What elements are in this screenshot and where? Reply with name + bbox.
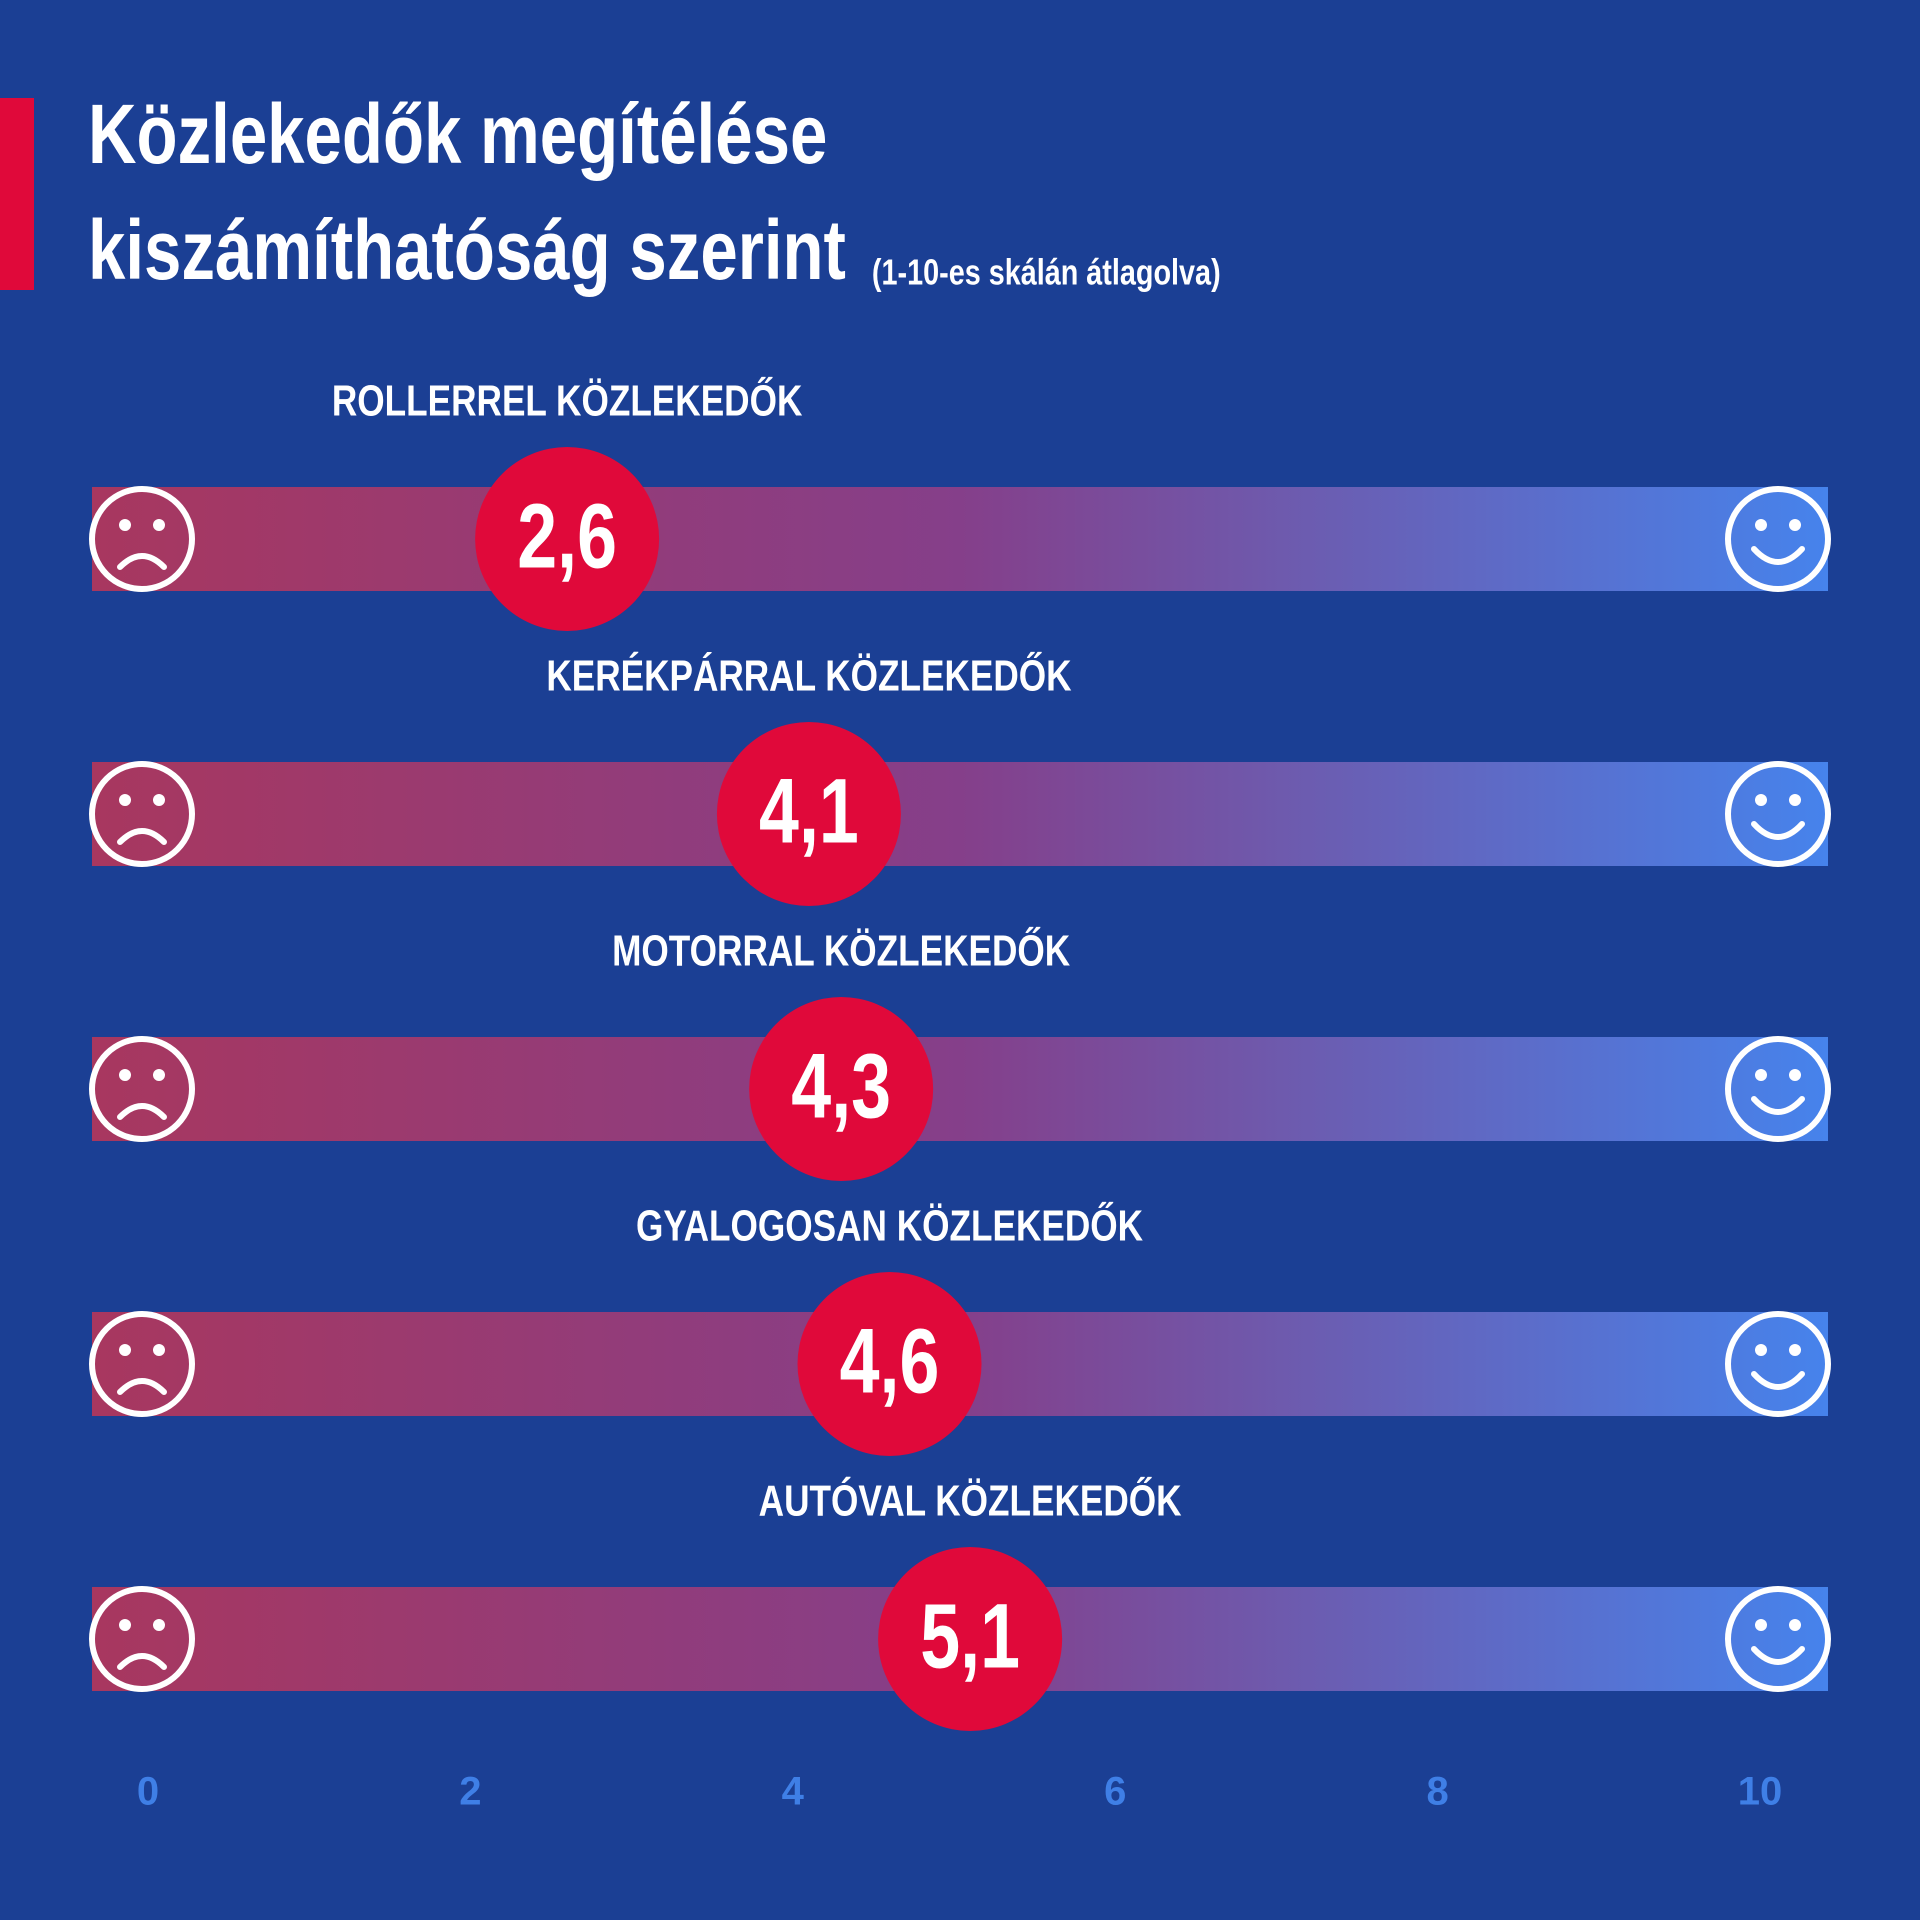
track-bar (92, 487, 1828, 591)
category-label-group: KERÉKPÁRRAL KÖZLEKEDŐK (546, 650, 1071, 701)
x-tick-label: 0 (137, 1770, 159, 1814)
dot (749, 997, 934, 1181)
chart-title: Közlekedők megítélése (88, 88, 827, 182)
face-mouth (1751, 1646, 1805, 1665)
x-tick-label: 6 (1104, 1770, 1126, 1814)
face-outline (1725, 1311, 1831, 1417)
category-label-group: AUTÓVAL KÖZLEKEDŐK (759, 1475, 1182, 1526)
face-eye (153, 1344, 165, 1356)
face-eye (1755, 1619, 1767, 1631)
subtitle: (1-10-es skálán átlagolva) (872, 251, 1221, 292)
face-eye (1789, 1619, 1801, 1631)
face-mouth (1751, 546, 1805, 565)
face-eye (1755, 1344, 1767, 1356)
track-bar (92, 1037, 1828, 1141)
face-eye (1789, 1069, 1801, 1081)
accent-bar (0, 98, 34, 290)
chart-title: kiszámíthatóság szerint (88, 204, 846, 298)
dot (716, 722, 901, 906)
dot (797, 1272, 982, 1456)
subtitle-group: (1-10-es skálán átlagolva) (872, 251, 1221, 292)
x-tick-label: 8 (1426, 1770, 1448, 1814)
face-eye (119, 794, 131, 806)
face-eye (1789, 794, 1801, 806)
category-label: AUTÓVAL KÖZLEKEDŐK (759, 1475, 1182, 1526)
face-eye (1755, 1069, 1767, 1081)
face-outline (89, 1586, 195, 1692)
category-label: ROLLERREL KÖZLEKEDŐK (332, 375, 803, 426)
x-tick-label: 4 (782, 1770, 805, 1814)
track-bar (92, 762, 1828, 866)
x-tick-label: 2 (459, 1770, 481, 1814)
category-label: GYALOGOSAN KÖZLEKEDŐK (636, 1200, 1143, 1251)
face-eye (119, 1344, 131, 1356)
value-label-group: 4,6 (840, 1310, 940, 1413)
face-eye (119, 1619, 131, 1631)
face-outline (89, 1036, 195, 1142)
category-label: KERÉKPÁRRAL KÖZLEKEDŐK (546, 650, 1071, 701)
face-eye (153, 519, 165, 531)
category-label-group: ROLLERREL KÖZLEKEDŐK (332, 375, 803, 426)
title-line-group: Közlekedők megítélése (88, 88, 827, 182)
value-label: 2,6 (517, 485, 617, 588)
face-eye (1789, 519, 1801, 531)
value-label: 5,1 (920, 1585, 1020, 1688)
dot (475, 447, 660, 631)
face-eye (153, 794, 165, 806)
face-eye (1755, 794, 1767, 806)
value-label-group: 4,3 (791, 1035, 891, 1138)
x-tick-label: 10 (1738, 1770, 1783, 1814)
face-mouth (117, 1103, 167, 1120)
value-label-group: 4,1 (759, 760, 859, 863)
value-label: 4,1 (759, 760, 859, 863)
face-mouth (117, 828, 167, 845)
value-label: 4,3 (791, 1035, 891, 1138)
face-eye (153, 1069, 165, 1081)
face-eye (119, 519, 131, 531)
face-mouth (1751, 1096, 1805, 1115)
face-mouth (1751, 821, 1805, 840)
value-label-group: 5,1 (920, 1585, 1020, 1688)
face-outline (89, 761, 195, 867)
face-eye (1755, 519, 1767, 531)
dot (878, 1547, 1063, 1731)
category-label-group: GYALOGOSAN KÖZLEKEDŐK (636, 1200, 1143, 1251)
face-mouth (117, 553, 167, 570)
face-outline (89, 486, 195, 592)
face-outline (1725, 1036, 1831, 1142)
face-mouth (117, 1378, 167, 1395)
face-mouth (117, 1653, 167, 1670)
face-outline (1725, 761, 1831, 867)
face-outline (1725, 1586, 1831, 1692)
face-eye (1789, 1344, 1801, 1356)
face-eye (153, 1619, 165, 1631)
title-line-group: kiszámíthatóság szerint (88, 204, 846, 298)
category-label-group: MOTORRAL KÖZLEKEDŐK (612, 925, 1070, 976)
face-outline (1725, 486, 1831, 592)
value-label: 4,6 (840, 1310, 940, 1413)
face-eye (119, 1069, 131, 1081)
face-mouth (1751, 1371, 1805, 1390)
value-label-group: 2,6 (517, 485, 617, 588)
face-outline (89, 1311, 195, 1417)
category-label: MOTORRAL KÖZLEKEDŐK (612, 925, 1070, 976)
